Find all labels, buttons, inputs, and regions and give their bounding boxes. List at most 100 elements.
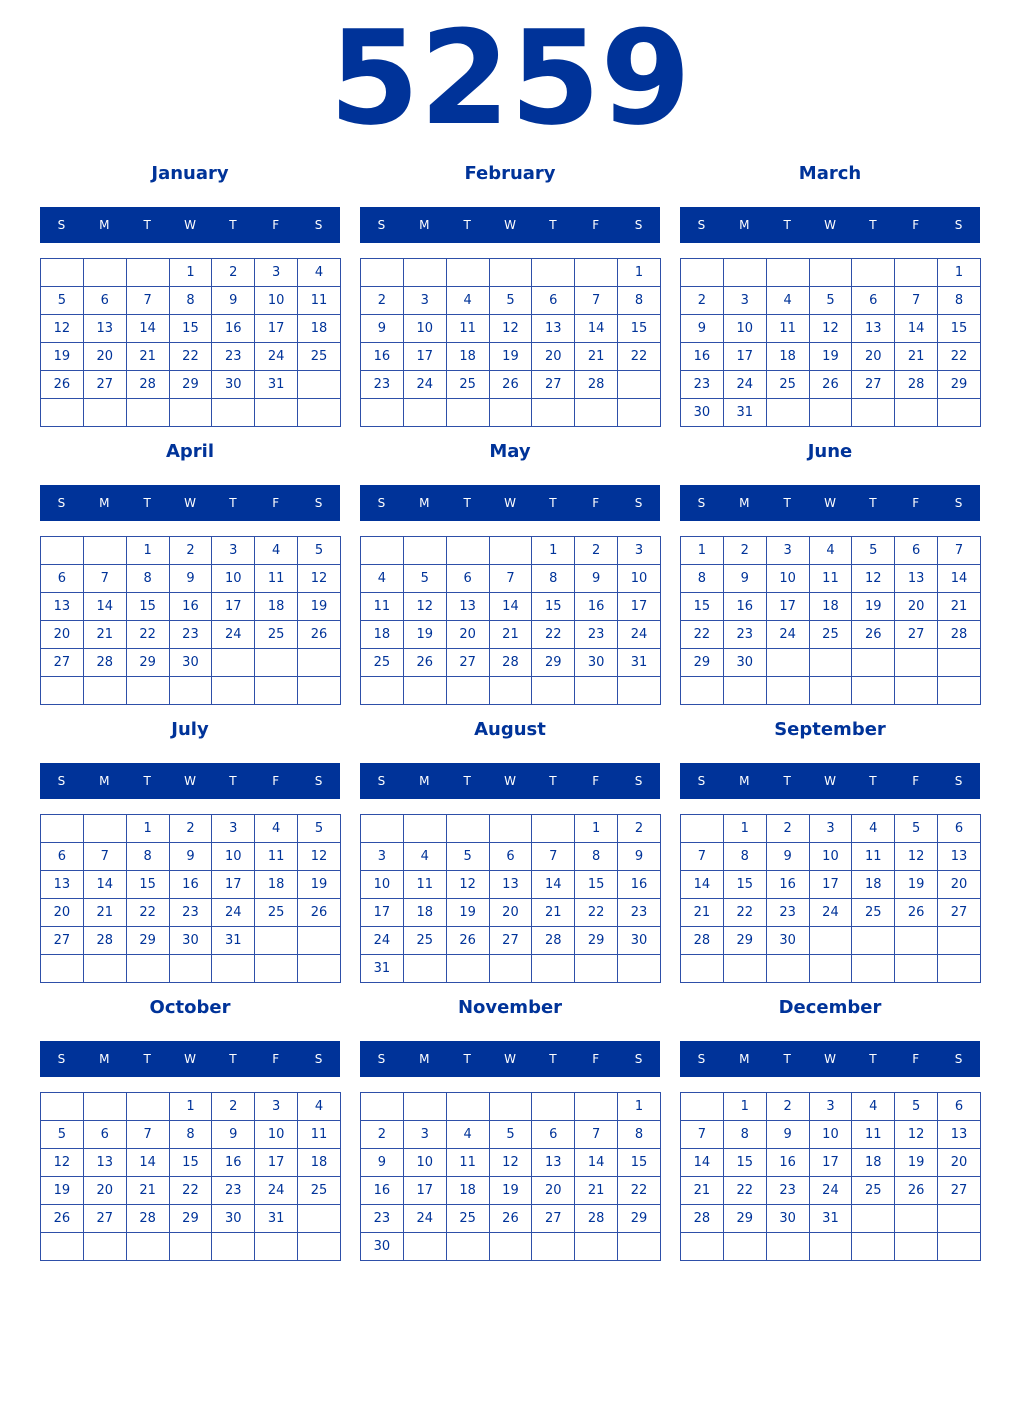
day-cell xyxy=(402,814,447,843)
day-cell: 5 xyxy=(851,536,896,565)
day-cell: 21 xyxy=(125,1176,170,1205)
day-cell: 18 xyxy=(360,620,404,649)
day-grid: 1 2 3 4 5 6 7 8 9 10 11 12 13 14 15 16 17 18 19 20 21 22 23 24 2… xyxy=(680,536,981,705)
day-cell xyxy=(445,1232,490,1261)
weekday-label: W xyxy=(184,774,196,788)
day-cell: 10 xyxy=(402,314,447,343)
week-row: 5 6 7 8 9 10 11 xyxy=(40,1120,341,1149)
day-cell: 31 xyxy=(254,370,299,399)
month-july: July S M T W T F S 1 2 3 4 5 6 7 8 9 10 11 12 13 14 15 16 17 18 19… xyxy=(40,716,341,984)
month-december: December S M T W T F S 1 2 3 4 5 6 7 8 9 10 11 12 13 14 15 16 17… xyxy=(680,994,981,1262)
day-cell: 30 xyxy=(360,1232,404,1261)
day-cell: 18 xyxy=(445,342,490,371)
day-cell xyxy=(851,258,896,287)
day-cell xyxy=(851,676,896,705)
day-cell: 3 xyxy=(360,842,404,871)
weekday-label: F xyxy=(912,774,920,788)
day-cell xyxy=(402,258,447,287)
day-cell: 26 xyxy=(402,648,447,677)
day-cell: 7 xyxy=(82,564,127,593)
day-cell xyxy=(297,370,341,399)
week-row: 26 27 28 29 30 31 xyxy=(40,370,341,399)
day-cell xyxy=(254,648,299,677)
day-cell: 14 xyxy=(125,1148,170,1177)
day-cell: 13 xyxy=(40,592,84,621)
week-row: 25 26 27 28 29 30 31 xyxy=(360,648,661,677)
weekday-label: S xyxy=(377,1052,386,1066)
weekday-label: S xyxy=(634,1052,643,1066)
day-cell xyxy=(808,926,853,955)
day-cell: 16 xyxy=(617,870,661,899)
day-cell: 26 xyxy=(488,1204,533,1233)
day-cell: 27 xyxy=(894,620,939,649)
day-cell: 20 xyxy=(488,898,533,927)
day-cell: 21 xyxy=(82,898,127,927)
day-cell xyxy=(125,1092,170,1121)
day-cell: 22 xyxy=(680,620,724,649)
weekday-label: F xyxy=(592,774,600,788)
day-cell: 3 xyxy=(254,1092,299,1121)
day-cell: 14 xyxy=(894,314,939,343)
weekday-label: M xyxy=(739,496,750,510)
day-cell: 31 xyxy=(617,648,661,677)
day-cell xyxy=(254,1232,299,1261)
day-cell: 4 xyxy=(297,258,341,287)
day-cell xyxy=(168,676,213,705)
day-cell: 8 xyxy=(617,286,661,315)
week-row: 31 xyxy=(360,954,661,983)
day-cell: 30 xyxy=(168,926,213,955)
day-cell: 17 xyxy=(254,1148,299,1177)
weekday-label: M xyxy=(739,1052,750,1066)
day-cell: 12 xyxy=(808,314,853,343)
day-cell: 22 xyxy=(937,342,981,371)
day-cell xyxy=(531,1232,576,1261)
day-cell: 28 xyxy=(125,1204,170,1233)
day-cell xyxy=(894,648,939,677)
day-cell xyxy=(40,954,84,983)
day-cell: 28 xyxy=(488,648,533,677)
day-cell: 2 xyxy=(211,258,256,287)
week-row: 5 6 7 8 9 10 11 xyxy=(40,286,341,315)
day-cell: 17 xyxy=(617,592,661,621)
day-cell: 30 xyxy=(617,926,661,955)
day-cell: 1 xyxy=(168,1092,213,1121)
day-cell: 1 xyxy=(722,814,767,843)
day-cell: 25 xyxy=(808,620,853,649)
day-cell: 20 xyxy=(894,592,939,621)
day-cell xyxy=(617,676,661,705)
day-cell xyxy=(168,1232,213,1261)
weekday-label: F xyxy=(912,496,920,510)
week-row xyxy=(680,954,981,983)
week-row xyxy=(40,954,341,983)
day-cell: 6 xyxy=(531,1120,576,1149)
day-cell: 4 xyxy=(445,1120,490,1149)
day-cell: 15 xyxy=(125,870,170,899)
day-grid: 1 2 3 4 5 6 7 8 9 10 11 12 13 14 15 16 17 18 19 20 21 22 23 24 2… xyxy=(360,1092,661,1261)
day-cell: 6 xyxy=(40,564,84,593)
day-cell: 16 xyxy=(168,592,213,621)
week-row: 9 10 11 12 13 14 15 xyxy=(360,314,661,343)
day-cell: 20 xyxy=(82,1176,127,1205)
day-cell: 20 xyxy=(40,898,84,927)
day-cell: 28 xyxy=(82,926,127,955)
day-cell xyxy=(574,1232,619,1261)
day-cell xyxy=(297,398,341,427)
day-cell: 16 xyxy=(211,314,256,343)
week-row: 14 15 16 17 18 19 20 xyxy=(680,1148,981,1177)
day-cell: 27 xyxy=(531,370,576,399)
day-cell xyxy=(851,1232,896,1261)
week-row: 10 11 12 13 14 15 16 xyxy=(360,870,661,899)
week-row: 26 27 28 29 30 31 xyxy=(40,1204,341,1233)
day-cell: 9 xyxy=(722,564,767,593)
weekday-label: F xyxy=(592,496,600,510)
week-row: 23 24 25 26 27 28 xyxy=(360,370,661,399)
week-row: 16 17 18 19 20 21 22 xyxy=(680,342,981,371)
day-cell xyxy=(765,398,810,427)
day-cell: 13 xyxy=(82,1148,127,1177)
day-cell xyxy=(40,536,84,565)
